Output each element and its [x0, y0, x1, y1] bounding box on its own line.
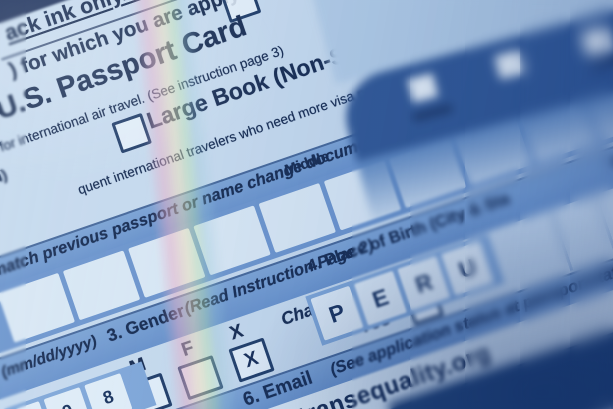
office-blurred-text	[590, 52, 613, 71]
birthplace-letter-box: P	[310, 285, 364, 341]
office-checkbox	[407, 72, 439, 103]
gender-selected-x-mark: X	[241, 347, 262, 373]
office-checkbox	[581, 26, 613, 57]
office-blurred-text	[412, 103, 454, 123]
office-checkbox	[494, 49, 526, 80]
dob-digit-box: 8	[84, 373, 133, 409]
